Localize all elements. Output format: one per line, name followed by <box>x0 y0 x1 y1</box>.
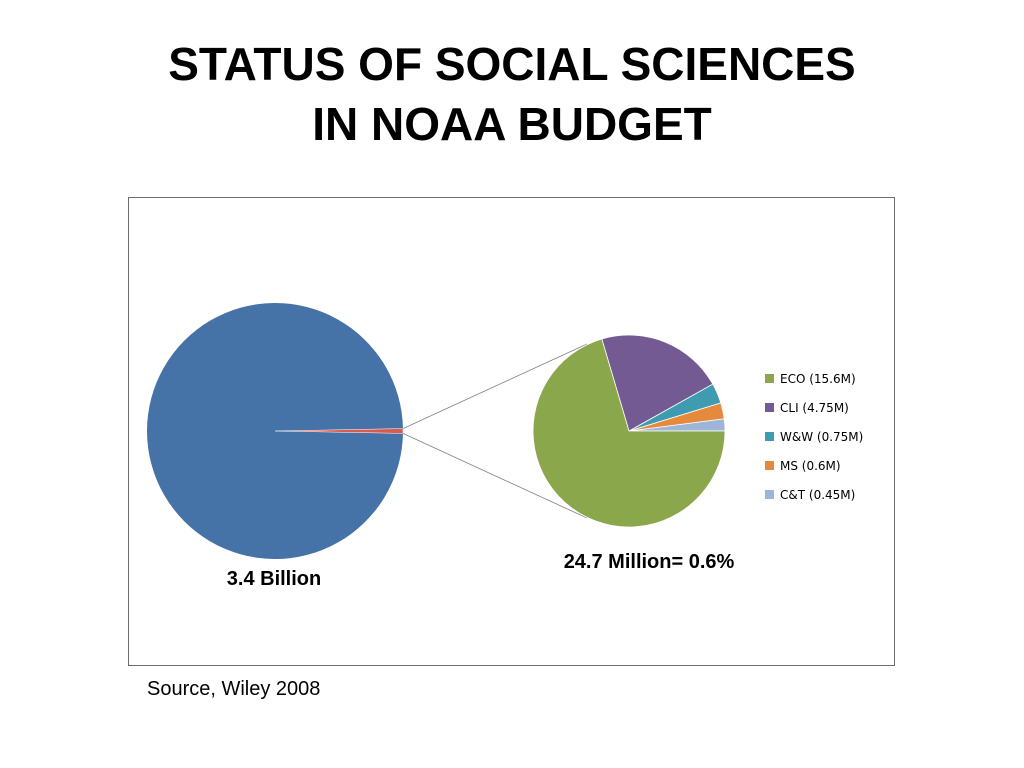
title-line-1: STATUS OF SOCIAL SCIENCES <box>168 38 856 90</box>
chart-area: ECO (15.6M) CLI (4.75M) W&W (0.75M) MS (… <box>128 197 895 666</box>
legend-label: CLI (4.75M) <box>780 400 849 415</box>
legend-item-ww: W&W (0.75M) <box>765 422 863 451</box>
legend: ECO (15.6M) CLI (4.75M) W&W (0.75M) MS (… <box>765 364 863 509</box>
detail-pie <box>532 334 726 528</box>
legend-swatch <box>765 374 774 383</box>
legend-item-ms: MS (0.6M) <box>765 451 863 480</box>
source-note: Source, Wiley 2008 <box>147 678 321 700</box>
legend-swatch <box>765 490 774 499</box>
detail-pie-slice-cli <box>601 334 714 432</box>
detail-pie-label: 24.7 Million= 0.6% <box>563 551 735 573</box>
main-pie-slice-budget <box>147 303 403 559</box>
legend-label: ECO (15.6M) <box>780 371 856 386</box>
legend-swatch <box>765 432 774 441</box>
connector-lines <box>402 343 588 519</box>
legend-label: W&W (0.75M) <box>780 429 864 444</box>
legend-swatch <box>765 403 774 412</box>
title-line-2: IN NOAA BUDGET <box>312 98 712 150</box>
legend-label: MS (0.6M) <box>780 458 841 473</box>
connector-line-top <box>402 343 588 429</box>
legend-label: C&T (0.45M) <box>780 487 856 502</box>
pie-of-pie-chart <box>147 303 726 559</box>
legend-swatch <box>765 461 774 470</box>
legend-item-eco: ECO (15.6M) <box>765 364 863 393</box>
detail-pie-slice-eco <box>532 338 726 528</box>
connector-line-bottom <box>402 433 588 519</box>
legend-item-ct: C&T (0.45M) <box>765 480 863 509</box>
main-pie <box>147 303 404 559</box>
slide-title: STATUS OF SOCIAL SCIENCES IN NOAA BUDGET <box>0 34 1024 154</box>
legend-item-cli: CLI (4.75M) <box>765 393 863 422</box>
main-pie-slice-social-sciences <box>274 428 404 434</box>
main-pie-label: 3.4 Billion <box>226 568 322 590</box>
